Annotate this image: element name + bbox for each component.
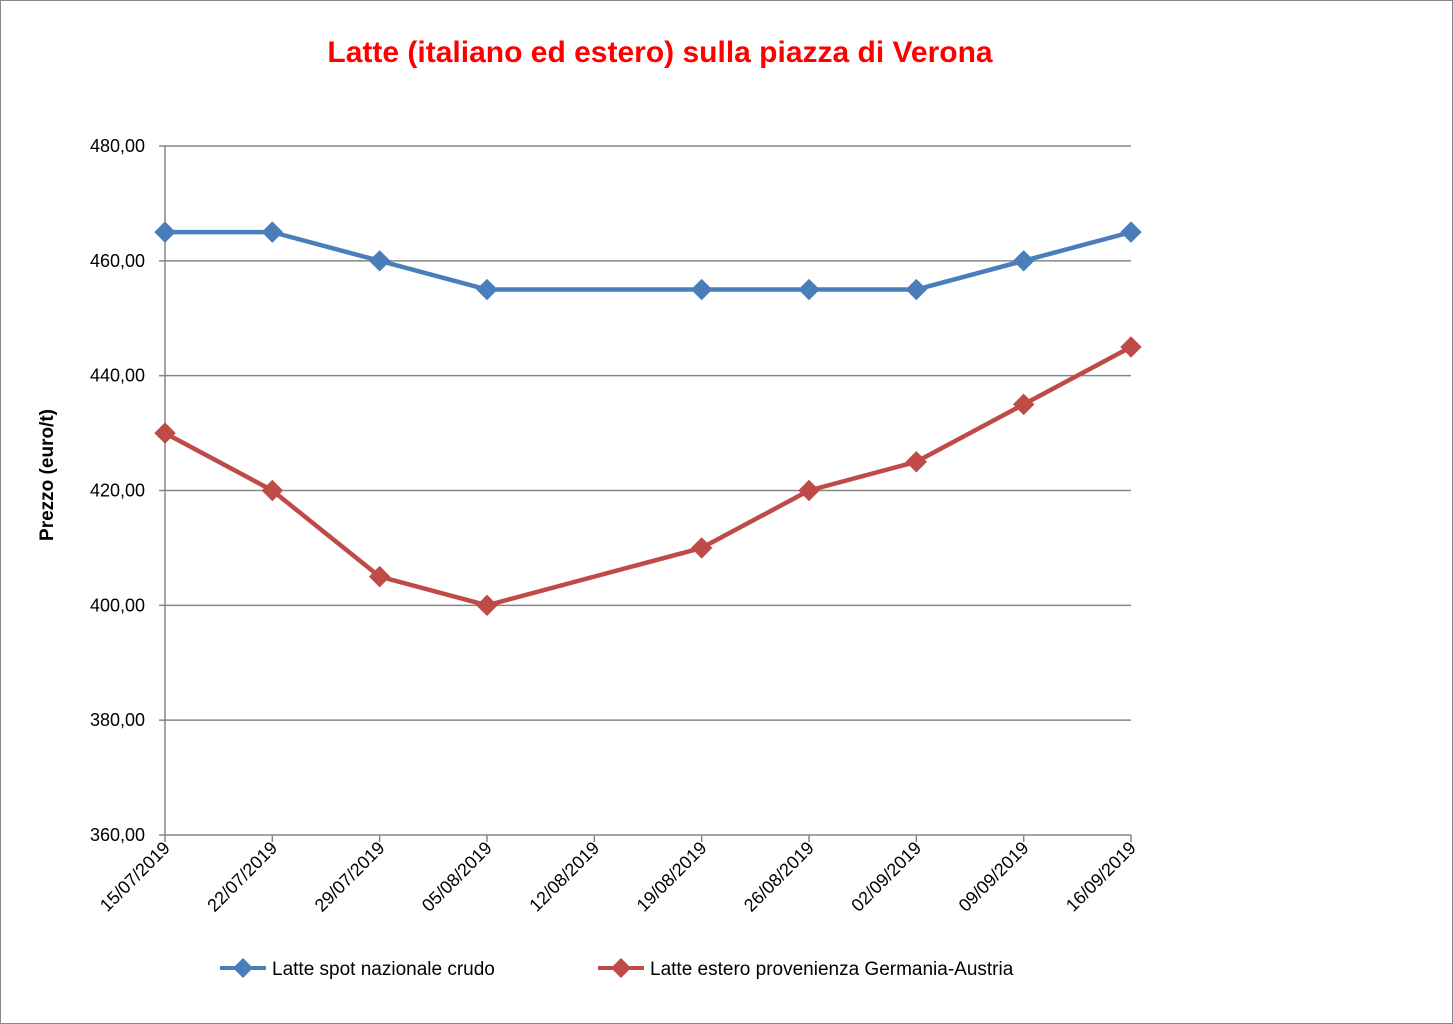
x-tick-label: 12/08/2019 <box>525 838 603 916</box>
series-markers <box>154 221 1142 617</box>
x-tick-label: 15/07/2019 <box>96 838 174 916</box>
data-point-marker <box>476 278 498 301</box>
legend-marker-latte-estero <box>611 958 631 978</box>
data-point-marker <box>476 594 498 617</box>
data-point-marker <box>368 250 391 272</box>
y-tick-label: 440,00 <box>90 366 145 386</box>
x-tick-label: 26/08/2019 <box>740 838 818 916</box>
y-tick-label: 400,00 <box>90 595 145 615</box>
x-tick-label: 16/09/2019 <box>1062 838 1140 916</box>
legend-marker-latte-spot <box>233 958 253 978</box>
y-tick-label: 380,00 <box>90 710 145 730</box>
legend-label-latte-spot: Latte spot nazionale crudo <box>272 959 495 980</box>
axes <box>159 145 1132 842</box>
series-lines <box>163 229 1133 608</box>
y-tick-label: 460,00 <box>90 251 145 271</box>
data-point-marker <box>798 278 820 301</box>
data-point-marker <box>368 565 391 588</box>
x-tick-label: 29/07/2019 <box>311 838 389 916</box>
data-point-marker <box>1012 393 1035 416</box>
y-tick-labels: 360,00 380,00 400,00 420,00 440,00 460,00 480,… <box>90 136 145 845</box>
x-tick-label: 09/09/2019 <box>955 838 1033 916</box>
chart-title: Latte (italiano ed estero) sulla piazza … <box>327 36 992 69</box>
data-point-marker <box>261 221 284 243</box>
y-tick-label: 480,00 <box>90 136 145 156</box>
legend-label-latte-estero: Latte estero provenienza Germania-Austri… <box>650 959 1014 980</box>
x-tick-label: 05/08/2019 <box>418 838 496 916</box>
data-point-marker <box>261 479 284 502</box>
data-point-marker <box>1012 250 1035 272</box>
data-point-marker <box>690 278 713 301</box>
y-axis-label: Prezzo (euro/t) <box>37 409 58 541</box>
x-tick-label: 19/08/2019 <box>633 838 711 916</box>
data-point-marker <box>905 278 928 301</box>
data-point-marker <box>905 451 928 473</box>
data-point-marker <box>798 479 820 502</box>
data-point-marker <box>154 221 176 243</box>
data-point-marker <box>1120 221 1142 243</box>
x-tick-label: 02/09/2019 <box>847 838 925 916</box>
gridlines <box>165 145 1131 721</box>
series-line-1 <box>163 344 1133 608</box>
x-tick-labels: 15/07/2019 22/07/2019 29/07/2019 05/08/2019… <box>96 838 1140 916</box>
data-point-marker <box>690 537 713 559</box>
legend: Latte spot nazionale crudo Latte estero … <box>220 958 1014 980</box>
y-tick-label: 360,00 <box>90 825 145 845</box>
data-point-marker <box>1120 336 1142 358</box>
data-point-marker <box>154 422 176 444</box>
x-tick-label: 22/07/2019 <box>203 838 281 916</box>
y-tick-label: 420,00 <box>90 481 145 501</box>
